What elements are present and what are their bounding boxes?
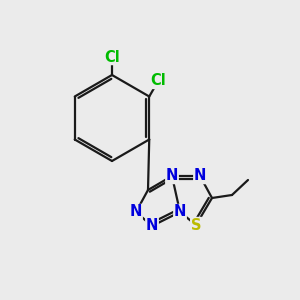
Text: N: N — [146, 218, 158, 233]
Text: N: N — [166, 169, 178, 184]
Text: N: N — [194, 169, 206, 184]
Text: N: N — [130, 205, 142, 220]
Text: Cl: Cl — [104, 50, 120, 64]
Text: S: S — [191, 218, 201, 232]
Text: Cl: Cl — [150, 74, 166, 88]
Text: N: N — [174, 205, 186, 220]
